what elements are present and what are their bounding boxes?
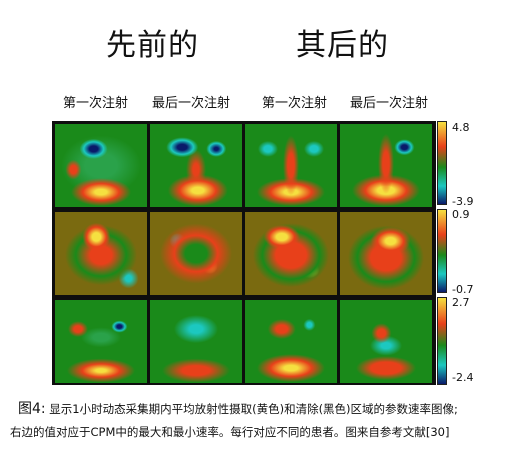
image-row3-col4 — [340, 300, 432, 383]
image-row1-col4 — [340, 124, 432, 207]
figure-caption-line1: 图4: 显示1小时动态采集期内平均放射性摄取(黄色)和清除(黑色)区域的参数速率… — [18, 400, 458, 419]
parametric-image-grid — [52, 121, 436, 385]
image-row1-col3 — [245, 124, 337, 207]
image-row3-col1 — [55, 300, 147, 383]
color-scale-bar-row2 — [437, 209, 447, 293]
image-row1-col1 — [55, 124, 147, 207]
column-header-3: 第一次注射 — [262, 96, 328, 111]
image-row3-col3 — [245, 300, 337, 383]
image-row2-col3 — [245, 212, 337, 295]
column-header-2: 最后一次注射 — [152, 96, 231, 111]
title-before: 先前的 — [106, 28, 199, 63]
scale-min-row3: -2.4 — [452, 371, 474, 384]
column-header-4: 最后一次注射 — [350, 96, 429, 111]
image-row2-col1 — [55, 212, 147, 295]
caption-text-line1: 显示1小时动态采集期内平均放射性摄取(黄色)和清除(黑色)区域的参数速率图像; — [49, 402, 458, 416]
image-row2-col2 — [150, 212, 242, 295]
color-scale-bar-row1 — [437, 121, 447, 205]
scale-max-row2: 0.9 — [452, 208, 470, 221]
image-row1-col2 — [150, 124, 242, 207]
title-after: 其后的 — [296, 28, 389, 63]
scale-min-row2: -0.7 — [452, 283, 474, 296]
scale-min-row1: -3.9 — [452, 195, 474, 208]
scale-max-row3: 2.7 — [452, 296, 470, 309]
figure-label: 图4: — [18, 401, 46, 417]
column-header-1: 第一次注射 — [63, 96, 129, 111]
color-scale-bar-row3 — [437, 297, 447, 385]
figure-caption-line2: 右边的值对应于CPM中的最大和最小速率。每行对应不同的患者。图来自参考文献[30… — [10, 425, 450, 439]
image-row2-col4 — [340, 212, 432, 295]
image-row3-col2 — [150, 300, 242, 383]
scale-max-row1: 4.8 — [452, 121, 470, 134]
